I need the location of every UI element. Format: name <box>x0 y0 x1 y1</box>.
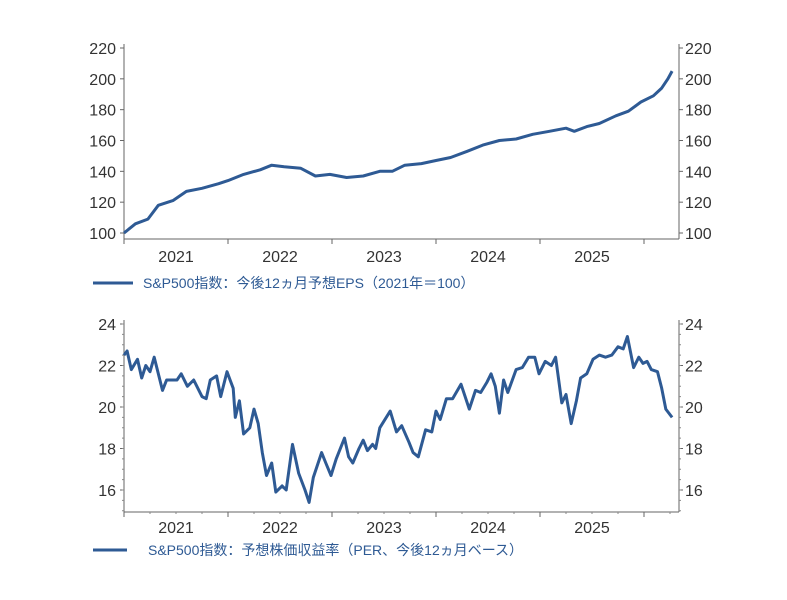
legend-label: S&P500指数：予想株価収益率（PER、今後12ヵ月ベース） <box>148 542 523 558</box>
y-tick-label-right: 120 <box>685 195 712 212</box>
y-tick-label-left: 200 <box>89 72 116 89</box>
y-tick-label-left: 140 <box>89 164 116 181</box>
x-tick-label: 2024 <box>470 520 506 537</box>
y-tick-label-right: 220 <box>685 41 712 58</box>
y-tick-label-left: 100 <box>89 226 116 243</box>
x-tick-label: 2021 <box>158 249 194 266</box>
y-tick-label-right: 20 <box>685 400 703 417</box>
y-tick-label-right: 18 <box>685 442 703 459</box>
x-tick-label: 2025 <box>574 520 610 537</box>
y-tick-label-right: 200 <box>685 72 712 89</box>
y-tick-label-left: 180 <box>89 103 116 120</box>
x-tick-label: 2022 <box>262 249 298 266</box>
y-tick-label-left: 22 <box>98 359 116 376</box>
y-tick-label-right: 160 <box>685 134 712 151</box>
x-tick-label: 2022 <box>262 520 298 537</box>
x-tick-label: 2023 <box>366 520 402 537</box>
x-tick-label: 2021 <box>158 520 194 537</box>
y-tick-label-right: 180 <box>685 103 712 120</box>
y-tick-label-right: 22 <box>685 359 703 376</box>
x-tick-label: 2025 <box>574 249 610 266</box>
y-tick-label-right: 100 <box>685 226 712 243</box>
y-tick-label-right: 16 <box>685 483 703 500</box>
y-tick-label-left: 220 <box>89 41 116 58</box>
legend-label: S&P500指数：今後12ヵ月予想EPS（2021年＝100） <box>143 275 474 291</box>
y-tick-label-left: 120 <box>89 195 116 212</box>
y-tick-label-left: 16 <box>98 483 116 500</box>
y-tick-label-right: 24 <box>685 317 703 334</box>
eps-chart: 100 100 120 120 140 140 160 160 180 180 200 200 220 2… <box>89 41 712 291</box>
x-tick-label: 2023 <box>366 249 402 266</box>
y-tick-label-right: 140 <box>685 164 712 181</box>
x-tick-label: 2024 <box>470 249 506 266</box>
y-tick-label-left: 18 <box>98 442 116 459</box>
y-tick-label-left: 20 <box>98 400 116 417</box>
y-tick-label-left: 160 <box>89 134 116 151</box>
per-series-line <box>122 335 674 504</box>
y-tick-label-left: 24 <box>98 317 116 334</box>
eps-series-line <box>123 70 674 235</box>
